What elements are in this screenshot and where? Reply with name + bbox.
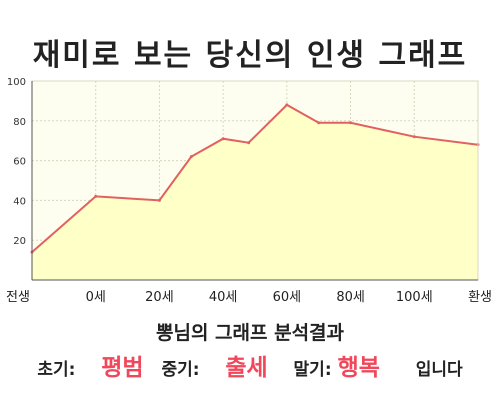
chart-title: 재미로 보는 당신의 인생 그래프: [32, 38, 468, 73]
x-tick-label: 환생: [468, 290, 492, 305]
late-value: 행복: [337, 355, 380, 381]
analysis-results: 초기: 평범 중기: 출세 말기: 행복 입니다: [0, 348, 500, 382]
data-point-2: [157, 198, 161, 202]
early-value: 평범: [101, 355, 144, 381]
x-tick-label: 0세: [86, 290, 106, 305]
area-fill: [32, 104, 478, 281]
x-tick-label: 80세: [336, 290, 365, 305]
analysis-summary: 뽕님의 그래프 분석결과: [155, 322, 345, 344]
y-tick-labels: 20 40 60 80 100: [7, 77, 26, 247]
data-point-8: [349, 121, 353, 125]
middle-value: 출세: [225, 355, 268, 381]
x-tick-label: 전생: [6, 290, 30, 305]
data-point-7: [317, 121, 321, 125]
y-tick-label: 20: [13, 236, 26, 247]
data-point-4: [221, 137, 225, 141]
late-label: 말기:: [293, 360, 332, 380]
data-point-9: [412, 135, 416, 139]
x-tick-label: 100세: [396, 290, 433, 305]
data-point-3: [189, 155, 193, 159]
x-tick-label: 20세: [145, 290, 174, 305]
ending-text: 입니다: [415, 360, 463, 380]
x-tick-labels: 전생 0세 20세 40세 60세 80세 100세 환생: [6, 290, 492, 305]
data-point-1: [94, 194, 98, 198]
y-tick-label: 60: [13, 157, 26, 168]
x-tick-label: 40세: [209, 290, 238, 305]
data-point-6: [285, 103, 289, 107]
y-tick-label: 80: [13, 117, 26, 128]
y-tick-label: 40: [13, 196, 26, 207]
x-tick-label: 60세: [273, 290, 302, 305]
middle-label: 중기:: [161, 360, 200, 380]
life-graph-chart: 20 40 60 80 100 전생 0세 20세 40세 60세 80세 100세 환생: [6, 77, 492, 305]
early-label: 초기:: [37, 360, 76, 380]
y-tick-label: 100: [7, 77, 26, 88]
data-point-5: [247, 141, 251, 145]
